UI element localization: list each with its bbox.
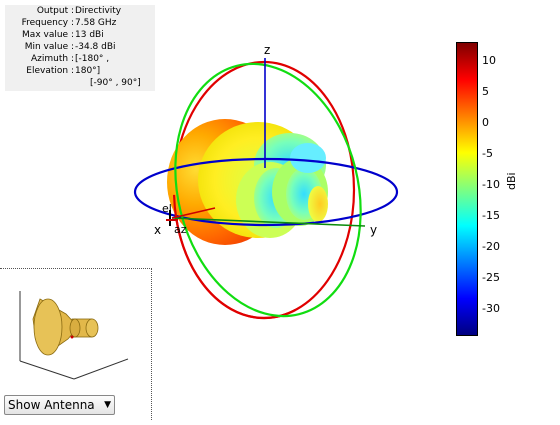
colorbar-tick: -20	[482, 240, 500, 253]
info-value: 7.58 GHz	[75, 18, 117, 28]
info-row-min: Min value : -34.8 dBi	[5, 41, 155, 53]
info-value: 13 dBi	[75, 30, 104, 40]
info-value: [-90° , 90°]	[90, 78, 141, 88]
show-antenna-dropdown[interactable]: Show Antenna ▼	[4, 395, 115, 415]
info-key: Output :	[36, 6, 74, 16]
antenna-inset	[0, 268, 152, 420]
info-row-elevation-range: [-90° , 90°]	[5, 77, 155, 89]
azimuth-ring	[133, 157, 399, 227]
y-axis	[171, 217, 366, 227]
x-axis-label: x	[154, 223, 162, 237]
info-key: Elevation :	[26, 66, 74, 76]
colorbar-tick: 10	[482, 54, 496, 67]
info-value: [-180° ,	[75, 54, 110, 64]
colorbar-tick: -25	[482, 271, 500, 284]
elevation-ring-red	[172, 60, 356, 320]
chevron-down-icon: ▼	[104, 400, 111, 410]
elevation-ring-green	[174, 62, 362, 318]
z-axis-label: z	[264, 43, 271, 57]
colorbar-label: dBi	[505, 172, 518, 190]
colorbar	[456, 42, 478, 336]
info-row-azimuth: Azimuth : [-180° ,	[5, 53, 155, 65]
colorbar-tick: -10	[482, 178, 500, 191]
colorbar-tick: -5	[482, 147, 493, 160]
info-value: 180°]	[75, 66, 101, 76]
el-label: el	[162, 202, 172, 215]
info-row-frequency: Frequency : 7.58 GHz	[5, 17, 155, 29]
horn-antenna-icon	[19, 291, 129, 380]
colorbar-tick: 5	[482, 85, 489, 98]
info-row-elevation: Elevation : 180°]	[5, 65, 155, 77]
plot-info-box: Output : Directivity Frequency : 7.58 GH…	[5, 5, 155, 91]
info-key: Frequency :	[21, 18, 74, 28]
info-row-output: Output : Directivity	[5, 5, 155, 17]
colorbar-tick: -15	[482, 209, 500, 222]
az-label: az	[174, 223, 187, 236]
y-axis-label: y	[370, 223, 378, 237]
pattern-surface	[167, 119, 328, 245]
info-value: -34.8 dBi	[75, 42, 116, 52]
info-key: Azimuth :	[31, 54, 74, 64]
info-key: Min value :	[24, 42, 74, 52]
info-key: Max value :	[22, 30, 74, 40]
x-axis	[171, 207, 216, 219]
colorbar-tick: 0	[482, 116, 489, 129]
dropdown-value: Show Antenna	[8, 398, 95, 412]
info-row-max: Max value : 13 dBi	[5, 29, 155, 41]
info-value: Directivity	[75, 6, 122, 16]
colorbar-tick: -30	[482, 302, 500, 315]
